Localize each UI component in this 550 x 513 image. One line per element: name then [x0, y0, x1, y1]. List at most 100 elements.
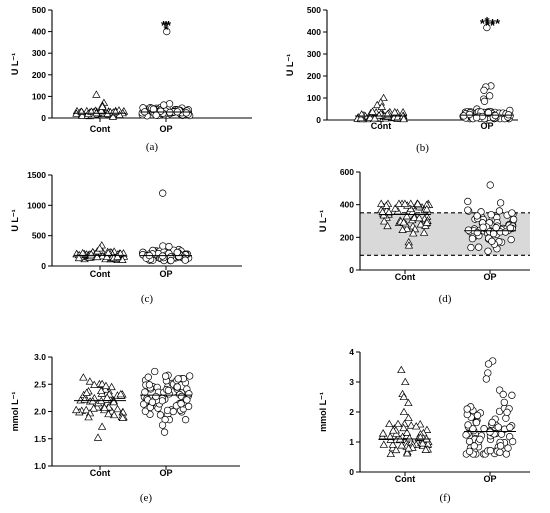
data-point-triangle: [101, 385, 110, 393]
y-axis-label: U L⁻¹: [10, 53, 20, 75]
data-point-triangle: [98, 102, 107, 110]
data-point-triangle: [422, 218, 432, 226]
data-point-circle: [483, 23, 491, 32]
data-point-triangle: [102, 252, 112, 261]
data-point-triangle: [404, 398, 413, 407]
significance-marker: *: [484, 14, 490, 29]
data-point-circle: [486, 446, 495, 455]
data-point-circle: [480, 86, 488, 94]
data-point-triangle: [397, 441, 406, 449]
y-tick-label: 200: [32, 70, 46, 80]
data-point-triangle: [109, 397, 118, 406]
data-point-circle: [470, 442, 478, 450]
data-point-circle: [468, 234, 477, 243]
y-tick-label: 500: [32, 231, 46, 241]
x-tick-label: OP: [159, 468, 172, 478]
x-tick-label: Cont: [395, 474, 416, 484]
data-point-circle: [164, 386, 173, 395]
panel-caption: (b): [416, 142, 429, 154]
data-point-circle: [184, 402, 193, 411]
data-point-circle: [177, 400, 185, 408]
y-axis-label: mmol L⁻¹: [318, 392, 328, 432]
data-point-circle: [482, 375, 490, 383]
data-point-triangle: [389, 426, 398, 434]
data-point-triangle: [373, 100, 382, 109]
data-point-triangle: [413, 199, 422, 207]
y-tick-label: 2: [349, 407, 354, 417]
y-tick-label: 1: [349, 437, 354, 447]
data-point-circle: [145, 381, 154, 389]
y-tick-label: 0: [349, 265, 354, 275]
x-tick-label: Cont: [90, 468, 111, 478]
data-point-circle: [165, 100, 174, 108]
y-tick-label: 0: [349, 467, 354, 477]
data-point-triangle: [385, 419, 394, 428]
data-point-triangle: [377, 102, 387, 110]
y-tick-label: 1000: [27, 200, 46, 210]
data-point-triangle: [384, 208, 394, 216]
data-point-triangle: [92, 252, 102, 261]
data-point-circle: [504, 444, 512, 452]
data-point-circle: [492, 224, 500, 232]
x-tick-label: OP: [159, 124, 172, 134]
data-point-triangle: [399, 218, 408, 226]
data-point-triangle: [89, 404, 98, 412]
data-point-circle: [496, 448, 504, 456]
data-point-circle: [174, 375, 182, 383]
data-point-triangle: [402, 428, 412, 436]
y-tick-label: 100: [32, 91, 46, 101]
data-point-circle: [181, 256, 189, 264]
data-point-triangle: [399, 423, 408, 432]
data-point-triangle: [92, 108, 101, 117]
data-point-circle: [465, 110, 474, 119]
x-tick-label: OP: [483, 474, 496, 484]
data-point-circle: [465, 437, 474, 446]
data-point-circle: [484, 369, 492, 377]
data-point-triangle: [397, 365, 406, 374]
data-point-triangle: [379, 93, 388, 102]
data-point-triangle: [113, 252, 122, 260]
data-point-circle: [508, 391, 516, 399]
significance-marker: *: [163, 22, 169, 37]
data-point-circle: [464, 206, 472, 214]
y-tick-label: 100: [307, 93, 321, 103]
data-point-triangle: [378, 429, 388, 437]
data-point-circle: [486, 428, 494, 436]
data-point-triangle: [116, 389, 125, 398]
data-point-circle: [479, 223, 487, 231]
data-point-circle: [149, 105, 158, 113]
data-point-circle: [183, 396, 191, 404]
data-point-triangle: [404, 241, 414, 249]
data-point-circle: [181, 416, 190, 424]
panel-caption: (e): [140, 492, 153, 504]
data-point-triangle: [357, 110, 366, 118]
data-point-circle: [169, 407, 177, 416]
y-tick-label: 4: [349, 347, 354, 357]
data-point-triangle: [85, 377, 95, 385]
data-point-triangle: [411, 422, 421, 430]
data-point-circle: [473, 212, 481, 220]
y-tick-label: 3.0: [34, 352, 46, 362]
y-tick-label: 300: [307, 49, 321, 59]
data-point-circle: [496, 199, 505, 207]
data-point-triangle: [409, 229, 418, 237]
data-point-triangle: [393, 419, 403, 428]
y-tick-label: 3: [349, 377, 354, 387]
data-point-circle: [151, 367, 159, 376]
data-point-triangle: [356, 113, 366, 122]
data-point-circle: [159, 189, 167, 197]
data-point-triangle: [74, 253, 84, 262]
significance-marker: *: [163, 18, 169, 33]
chart-panel-e: 1.0 1.5 2.0 2.5 3.0 mmol L⁻¹ Cont OP (e) **: [10, 18, 240, 504]
data-point-triangle: [399, 407, 409, 416]
y-tick-label: 400: [340, 200, 354, 210]
data-point-circle: [160, 101, 168, 109]
y-tick-label: 400: [32, 27, 46, 37]
data-point-circle: [144, 373, 152, 381]
data-point-triangle: [400, 199, 410, 207]
y-tick-label: 400: [307, 27, 321, 37]
y-tick-label: 0: [316, 115, 321, 125]
data-point-circle: [475, 243, 483, 251]
y-tick-label: 1.5: [34, 434, 46, 444]
